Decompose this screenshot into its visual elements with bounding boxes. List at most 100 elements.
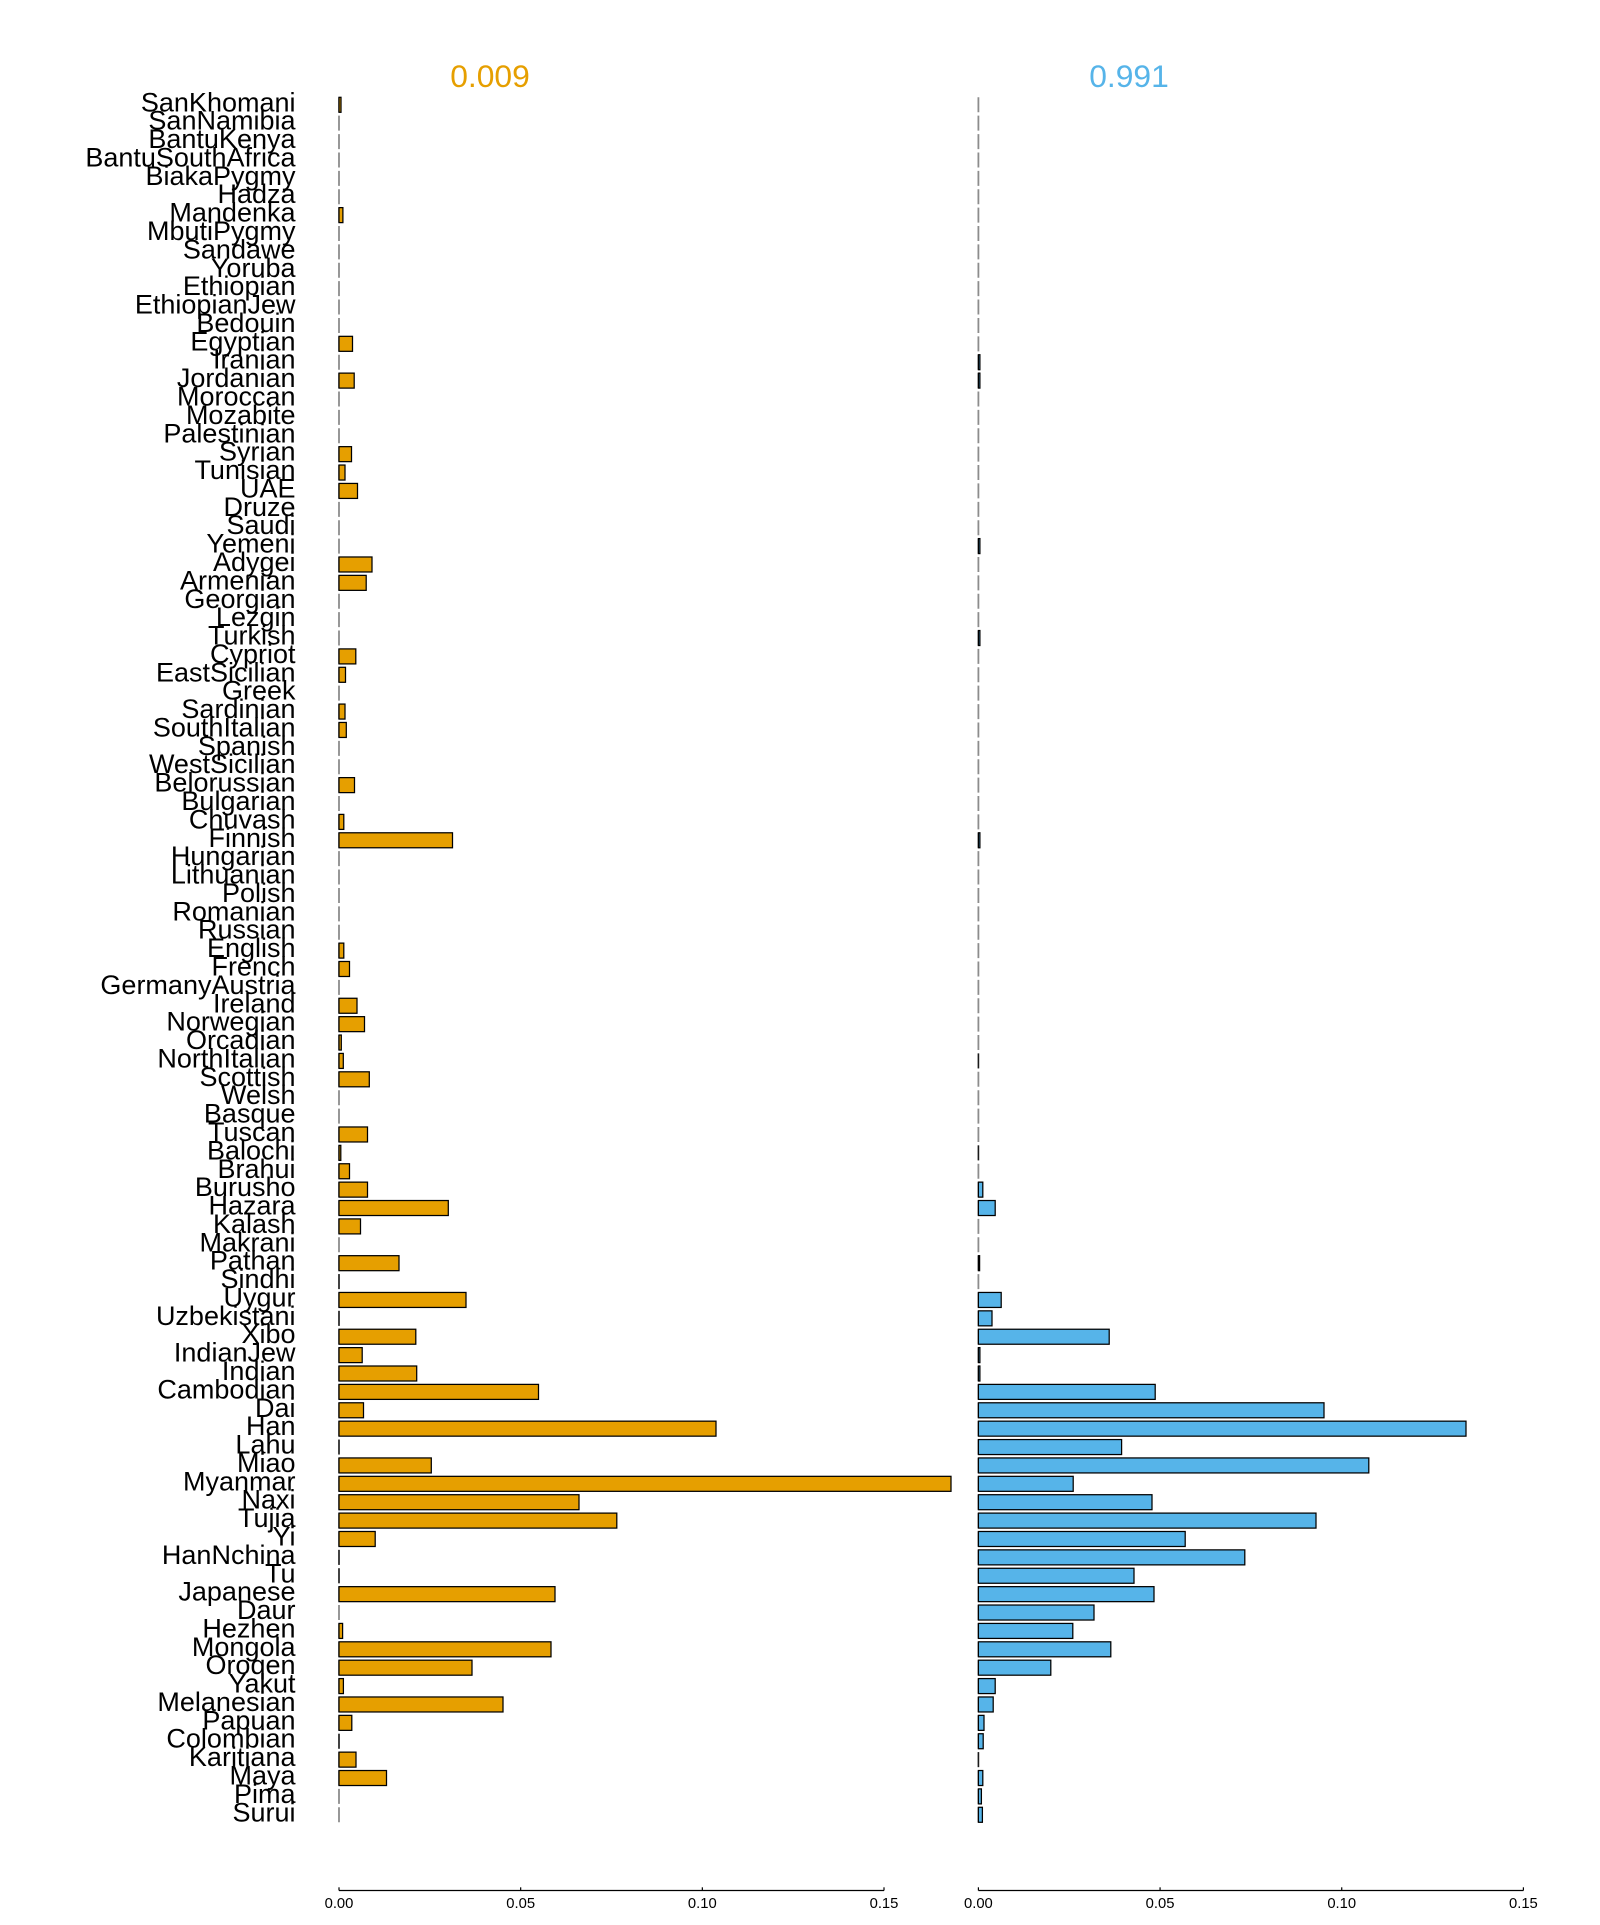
svg-text:Hungarian: Hungarian — [171, 841, 296, 871]
svg-text:Polish: Polish — [222, 878, 296, 908]
svg-text:Yakut: Yakut — [228, 1669, 296, 1699]
svg-text:Indian: Indian — [222, 1356, 296, 1386]
svg-text:Adygei: Adygei — [213, 547, 296, 577]
svg-text:0.05: 0.05 — [506, 1896, 535, 1912]
svg-text:Tunisian: Tunisian — [194, 455, 295, 485]
svg-text:Mongola: Mongola — [192, 1632, 297, 1662]
svg-text:Chuvash: Chuvash — [189, 804, 296, 834]
svg-text:Sindhi: Sindhi — [220, 1264, 295, 1294]
svg-text:Pima: Pima — [234, 1779, 296, 1809]
svg-text:Welsh: Welsh — [221, 1080, 296, 1110]
svg-text:Bedouin: Bedouin — [196, 308, 295, 338]
svg-text:Daur: Daur — [237, 1595, 296, 1625]
svg-text:Cambodian: Cambodian — [157, 1374, 295, 1404]
svg-text:Egyptian: Egyptian — [190, 326, 295, 356]
svg-text:Greek: Greek — [222, 676, 296, 706]
svg-text:SouthItalian: SouthItalian — [153, 712, 296, 742]
svg-text:0.15: 0.15 — [870, 1896, 899, 1912]
svg-text:MbutiPygmy: MbutiPygmy — [147, 216, 296, 246]
svg-text:Naxi: Naxi — [241, 1485, 295, 1515]
svg-text:Russian: Russian — [198, 915, 296, 945]
svg-text:Romanian: Romanian — [172, 896, 295, 926]
svg-text:0.00: 0.00 — [964, 1896, 993, 1912]
svg-text:Dai: Dai — [255, 1393, 296, 1423]
svg-text:0.009: 0.009 — [450, 58, 530, 94]
svg-text:Han: Han — [246, 1411, 296, 1441]
svg-text:Palestinian: Palestinian — [163, 418, 295, 448]
svg-text:EastSicilian: EastSicilian — [156, 657, 296, 687]
svg-text:BantuKenya: BantuKenya — [148, 124, 296, 154]
svg-text:Ethiopian: Ethiopian — [183, 271, 296, 301]
svg-text:Hadza: Hadza — [217, 179, 296, 209]
svg-text:Lithuanian: Lithuanian — [171, 860, 296, 890]
svg-text:Georgian: Georgian — [184, 584, 295, 614]
svg-text:Armenian: Armenian — [180, 565, 296, 595]
svg-text:Lahu: Lahu — [235, 1430, 295, 1460]
svg-text:BantuSouthAfrica: BantuSouthAfrica — [85, 142, 296, 172]
svg-text:Uzbekistani: Uzbekistani — [156, 1301, 296, 1331]
svg-text:Balochi: Balochi — [207, 1135, 296, 1165]
svg-text:Bulgarian: Bulgarian — [181, 786, 295, 816]
svg-text:Spanish: Spanish — [198, 731, 296, 761]
svg-text:IndianJew: IndianJew — [174, 1338, 296, 1368]
svg-text:Oroqen: Oroqen — [205, 1650, 295, 1680]
svg-text:Yi: Yi — [272, 1521, 295, 1551]
svg-text:Maya: Maya — [229, 1761, 296, 1791]
svg-text:Makrani: Makrani — [199, 1227, 295, 1257]
svg-text:Moroccan: Moroccan — [177, 381, 296, 411]
svg-text:WestSicilian: WestSicilian — [149, 749, 296, 779]
svg-text:Norwegian: Norwegian — [166, 1007, 295, 1037]
svg-text:Surui: Surui — [232, 1797, 295, 1827]
svg-text:SanNamibia: SanNamibia — [148, 106, 296, 136]
svg-text:Xibo: Xibo — [241, 1319, 295, 1349]
svg-text:Brahui: Brahui — [217, 1154, 295, 1184]
svg-text:Papuan: Papuan — [202, 1705, 295, 1735]
svg-text:Turkish: Turkish — [208, 621, 296, 651]
svg-text:Tuscan: Tuscan — [208, 1117, 296, 1147]
svg-text:Jordanian: Jordanian — [177, 363, 296, 393]
svg-text:Hezhen: Hezhen — [202, 1613, 295, 1643]
svg-text:GermanyAustria: GermanyAustria — [100, 970, 296, 1000]
svg-text:English: English — [207, 933, 296, 963]
svg-text:Mozabite: Mozabite — [186, 400, 296, 430]
svg-text:Japanese: Japanese — [178, 1577, 295, 1607]
svg-text:Iranian: Iranian — [213, 345, 296, 375]
svg-text:Scottish: Scottish — [199, 1062, 295, 1092]
svg-text:Burusho: Burusho — [195, 1172, 296, 1202]
svg-text:Uygur: Uygur — [223, 1282, 295, 1312]
svg-text:Sandawe: Sandawe — [183, 234, 296, 264]
svg-text:Finnish: Finnish — [208, 823, 295, 853]
svg-text:HanNchina: HanNchina — [162, 1540, 297, 1570]
svg-text:Belorussian: Belorussian — [154, 768, 295, 798]
svg-text:Tujia: Tujia — [238, 1503, 297, 1533]
svg-text:Lezgin: Lezgin — [216, 602, 296, 632]
svg-text:0.00: 0.00 — [325, 1896, 354, 1912]
svg-text:0.10: 0.10 — [1327, 1896, 1356, 1912]
svg-text:Melanesian: Melanesian — [157, 1687, 295, 1717]
svg-text:NorthItalian: NorthItalian — [157, 1043, 295, 1073]
svg-text:Myanmar: Myanmar — [183, 1466, 296, 1496]
svg-text:Pathan: Pathan — [210, 1246, 296, 1276]
svg-text:Sardinian: Sardinian — [181, 694, 295, 724]
svg-text:Syrian: Syrian — [219, 437, 296, 467]
svg-text:Orcadian: Orcadian — [186, 1025, 296, 1055]
svg-text:Mandenka: Mandenka — [169, 198, 296, 228]
svg-text:Yemeni: Yemeni — [206, 529, 295, 559]
svg-text:UAE: UAE — [240, 473, 296, 503]
svg-text:Yoruba: Yoruba — [211, 253, 297, 283]
svg-text:Ireland: Ireland — [213, 988, 296, 1018]
svg-text:0.15: 0.15 — [1509, 1896, 1538, 1912]
svg-text:French: French — [211, 951, 295, 981]
svg-text:Tu: Tu — [265, 1558, 296, 1588]
svg-text:Karitiana: Karitiana — [189, 1742, 297, 1772]
svg-text:Druze: Druze — [223, 492, 295, 522]
svg-text:0.10: 0.10 — [688, 1896, 717, 1912]
svg-text:Kalash: Kalash — [213, 1209, 296, 1239]
svg-text:EthiopianJew: EthiopianJew — [135, 290, 296, 320]
svg-text:0.05: 0.05 — [1146, 1896, 1175, 1912]
svg-text:Hazara: Hazara — [208, 1191, 296, 1221]
svg-text:Basque: Basque — [204, 1099, 296, 1129]
svg-text:BiakaPygmy: BiakaPygmy — [145, 161, 296, 191]
svg-text:SanKhomani: SanKhomani — [141, 87, 296, 117]
svg-text:Colombian: Colombian — [166, 1724, 295, 1754]
